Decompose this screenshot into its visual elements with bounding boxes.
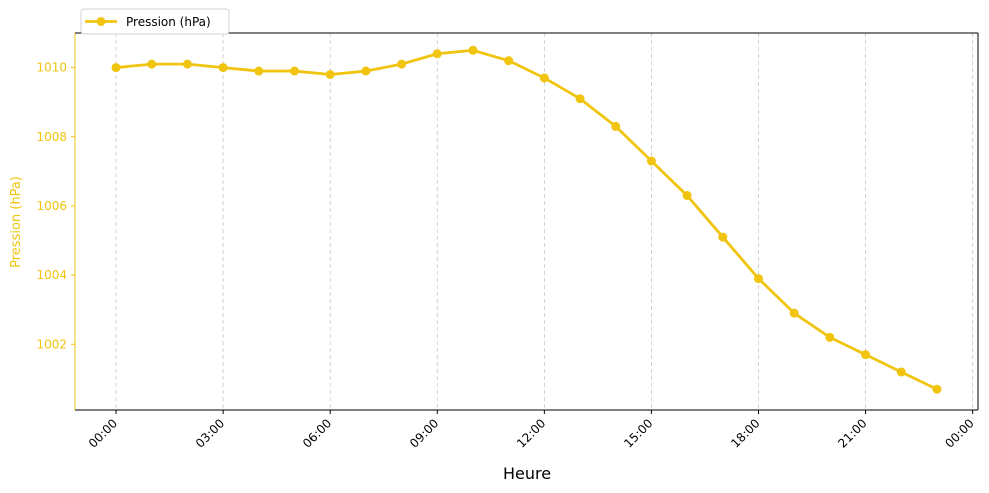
x-tick-label: 12:00 [514, 416, 548, 450]
x-tick-label: 03:00 [193, 416, 227, 450]
data-point [182, 59, 192, 69]
y-tick-label: 1006 [36, 199, 67, 213]
x-axis-title: Heure [503, 464, 551, 483]
data-point [432, 49, 442, 59]
data-point [575, 94, 585, 104]
data-point [504, 56, 514, 66]
data-point [539, 73, 549, 83]
data-point [753, 274, 763, 284]
data-point [218, 63, 228, 73]
y-tick-label: 1004 [36, 268, 67, 282]
ticks-layer: 00:00 03:00 06:00 09:00 12:00 15:00 18:00 21:00… [36, 61, 976, 451]
x-tick-label: 21:00 [835, 416, 869, 450]
data-point [397, 59, 407, 69]
x-tick-label: 09:00 [407, 416, 441, 450]
y-tick-label: 1010 [36, 61, 67, 75]
grid-layer [115, 33, 974, 410]
y-tick-label: 1008 [36, 130, 67, 144]
data-point [611, 121, 621, 131]
y-axis-title: Pression (hPa) [9, 176, 24, 268]
axes-layer [74, 32, 979, 411]
data-point [290, 66, 300, 76]
series-line-pression [114, 48, 939, 391]
x-tick-label: 18:00 [728, 416, 762, 450]
legend-label: Pression (hPa) [126, 15, 211, 29]
data-point [789, 308, 799, 318]
series-layer [111, 45, 942, 394]
data-point [468, 45, 478, 55]
x-tick-label: 06:00 [300, 416, 334, 450]
data-point [682, 191, 692, 201]
data-point [825, 332, 835, 342]
data-point [718, 232, 728, 242]
y-tick-label: 1002 [36, 337, 67, 351]
data-point [646, 156, 656, 166]
data-point [361, 66, 371, 76]
legend: Pression (hPa) [80, 8, 230, 35]
data-point [861, 350, 871, 360]
x-tick-label: 00:00 [942, 416, 976, 450]
x-tick-label: 00:00 [86, 416, 120, 450]
data-point [896, 367, 906, 377]
data-point [254, 66, 264, 76]
data-point [111, 63, 121, 73]
legend-box [80, 8, 230, 35]
data-point [932, 384, 942, 394]
x-tick-label: 15:00 [621, 416, 655, 450]
legend-marker-swatch [96, 17, 106, 26]
data-point [147, 59, 157, 69]
data-point [325, 70, 335, 80]
